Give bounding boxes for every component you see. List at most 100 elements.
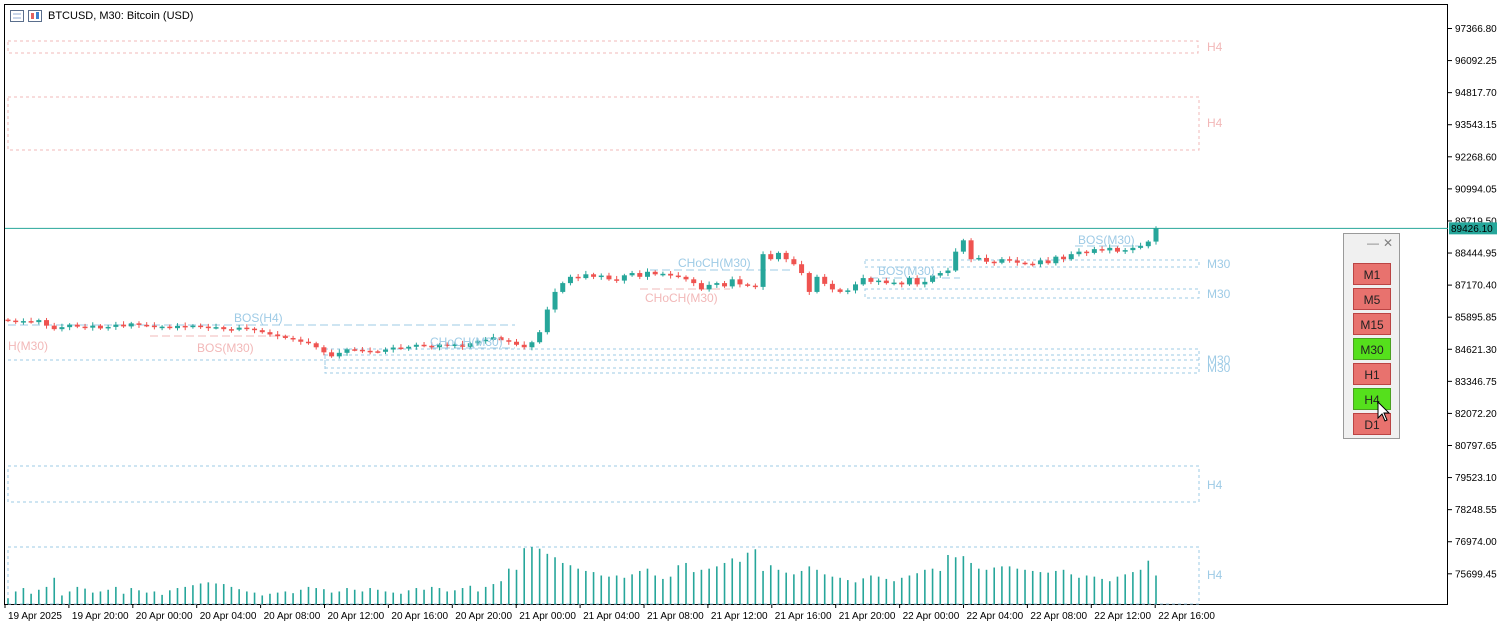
candle-body xyxy=(606,275,612,280)
time-axis-label: 22 Apr 08:00 xyxy=(1030,611,1087,622)
candle-body xyxy=(860,278,866,285)
candle-body xyxy=(144,324,150,327)
candle-body xyxy=(514,341,520,345)
chart-area[interactable] xyxy=(4,4,1448,605)
candle-body xyxy=(28,321,34,323)
price-axis-label: 92268.60 xyxy=(1455,152,1497,163)
candle-body xyxy=(906,278,912,285)
candle-body xyxy=(282,336,288,338)
candle-body xyxy=(452,344,458,347)
candle-body xyxy=(352,349,358,351)
choch-label: CHoCH(M30) xyxy=(678,256,751,270)
candle-body xyxy=(644,271,650,277)
candle-body xyxy=(876,280,882,283)
candle-body xyxy=(1084,251,1090,254)
zone-label: H4 xyxy=(1207,478,1223,492)
candle-body xyxy=(406,346,412,349)
zone-box xyxy=(7,546,1200,605)
candle-body xyxy=(506,340,512,342)
price-axis-label: 88444.95 xyxy=(1455,249,1497,260)
price-axis-label: 84621.30 xyxy=(1455,345,1497,356)
time-axis-label: 19 Apr 20:00 xyxy=(72,611,129,622)
candle-body xyxy=(51,325,57,330)
candle-body xyxy=(1107,247,1113,251)
candle-body xyxy=(675,275,681,278)
candle-body xyxy=(567,276,573,284)
candle-body xyxy=(367,350,373,353)
price-axis-label: 97366.80 xyxy=(1455,24,1497,35)
candle-body xyxy=(467,343,473,347)
candle-body xyxy=(1122,250,1128,252)
candle-body xyxy=(968,240,974,260)
zone-label: M30 xyxy=(1207,287,1231,301)
price-axis-label: 76974.00 xyxy=(1455,537,1497,548)
candle-body xyxy=(213,327,219,329)
candle-body xyxy=(90,325,96,328)
candle-body xyxy=(398,347,404,350)
candle-body xyxy=(1091,249,1097,253)
close-icon[interactable]: ✕ xyxy=(1382,236,1394,250)
candle-body xyxy=(20,321,26,323)
price-axis-label: 94817.70 xyxy=(1455,88,1497,99)
candle-body xyxy=(267,332,273,335)
current-price-tag xyxy=(1449,222,1497,235)
price-axis-label: 87170.40 xyxy=(1455,281,1497,292)
timeframe-button-h1[interactable]: H1 xyxy=(1353,363,1391,385)
candle-body xyxy=(521,344,527,348)
zone-box xyxy=(7,465,1200,503)
candle-body xyxy=(221,327,227,330)
timeframe-button-m30[interactable]: M30 xyxy=(1353,338,1391,360)
price-axis-label: 93543.15 xyxy=(1455,120,1497,131)
time-axis-label: 22 Apr 00:00 xyxy=(903,611,960,622)
chart-type-icon[interactable] xyxy=(28,10,42,22)
candle-body xyxy=(313,343,319,348)
candle-body xyxy=(575,276,581,279)
timeframe-panel[interactable]: — ✕ M1 M5 M15 M30 H1 H4 D1 xyxy=(1343,233,1400,439)
candle-body xyxy=(953,251,959,271)
data-window-icon[interactable] xyxy=(10,10,24,22)
time-axis-label: 22 Apr 16:00 xyxy=(1158,611,1215,622)
candle-body xyxy=(198,325,204,328)
price-axis-label: 83346.75 xyxy=(1455,377,1497,388)
candle-body xyxy=(483,339,489,342)
timeframe-button-m15[interactable]: M15 xyxy=(1353,313,1391,335)
candle-body xyxy=(1114,247,1120,252)
candle-body xyxy=(236,327,242,330)
candle-body xyxy=(413,344,419,347)
candle-body xyxy=(113,324,119,327)
time-axis-label: 20 Apr 00:00 xyxy=(136,611,193,622)
candle-body xyxy=(136,323,142,325)
price-axis-label: 78248.55 xyxy=(1455,505,1497,516)
bos-label: BOS(H4) xyxy=(234,311,283,325)
candle-body xyxy=(190,325,196,328)
timeframe-button-h4[interactable]: H4 xyxy=(1353,388,1391,410)
candle-body xyxy=(806,273,812,292)
candle-body xyxy=(914,278,920,285)
candle-body xyxy=(614,279,620,281)
minimize-icon[interactable]: — xyxy=(1367,236,1379,250)
candle-body xyxy=(13,320,19,323)
candle-body xyxy=(552,291,558,310)
candle-body xyxy=(475,340,481,344)
zone-label: H4 xyxy=(1207,40,1223,54)
candle-body xyxy=(1007,259,1013,261)
candle-body xyxy=(444,344,450,347)
candle-body xyxy=(652,271,658,275)
timeframe-button-m5[interactable]: M5 xyxy=(1353,288,1391,310)
timeframe-button-d1[interactable]: D1 xyxy=(1353,413,1391,435)
candle-body xyxy=(1076,251,1082,255)
panel-header[interactable]: — ✕ xyxy=(1344,234,1399,254)
candle-body xyxy=(82,326,88,329)
choch-label: CHoCH(M30) xyxy=(430,335,503,349)
candle-body xyxy=(1014,260,1020,263)
candle-body xyxy=(182,325,188,328)
candle-body xyxy=(429,345,435,348)
candle-body xyxy=(752,285,758,288)
timeframe-button-m1[interactable]: M1 xyxy=(1353,263,1391,285)
candle-body xyxy=(999,259,1005,263)
candle-body xyxy=(822,276,828,284)
candle-body xyxy=(660,273,666,276)
candle-body xyxy=(598,275,604,278)
time-axis-label: 21 Apr 16:00 xyxy=(775,611,832,622)
